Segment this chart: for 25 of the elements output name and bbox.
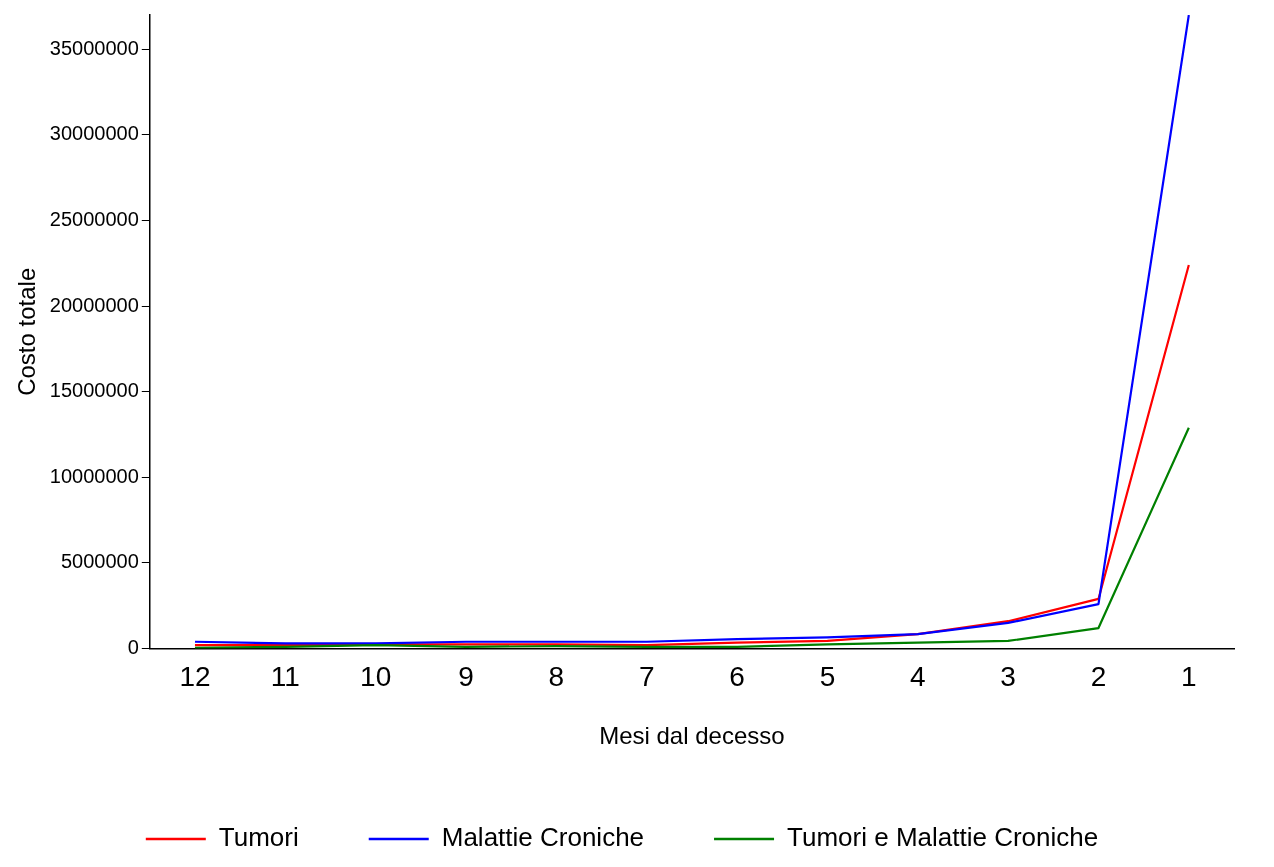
- x-tick-label: 8: [548, 661, 565, 693]
- legend-label: Tumori: [218, 822, 299, 853]
- x-tick-label: 6: [729, 661, 745, 693]
- x-tick-label: 9: [458, 661, 474, 693]
- y-tick-label: 0: [127, 636, 139, 659]
- legend-label: Malattie Croniche: [441, 822, 645, 853]
- y-tick-label: 25000000: [49, 208, 139, 231]
- x-tick-label: 11: [270, 661, 300, 693]
- x-axis-title: Mesi dal decesso: [599, 722, 785, 750]
- y-tick-label: 15000000: [49, 379, 139, 402]
- x-tick-label: 3: [1000, 661, 1016, 693]
- x-tick-label: 1: [1181, 661, 1197, 693]
- x-tick-label: 10: [360, 661, 392, 693]
- y-axis-title: Costo totale: [13, 267, 41, 396]
- y-tick-label: 10000000: [49, 464, 139, 487]
- x-tick-label: 7: [638, 661, 655, 693]
- y-tick-label: 5000000: [60, 550, 139, 573]
- legend-label: Tumori e Malattie Croniche: [787, 822, 1099, 853]
- y-tick-label: 35000000: [49, 36, 139, 59]
- x-tick-label: 2: [1090, 661, 1107, 693]
- x-tick-label: 12: [179, 661, 211, 693]
- x-tick-label: 5: [819, 661, 836, 693]
- y-tick-label: 20000000: [49, 293, 139, 316]
- x-tick-label: 4: [909, 661, 926, 693]
- y-tick-label: 30000000: [49, 122, 139, 145]
